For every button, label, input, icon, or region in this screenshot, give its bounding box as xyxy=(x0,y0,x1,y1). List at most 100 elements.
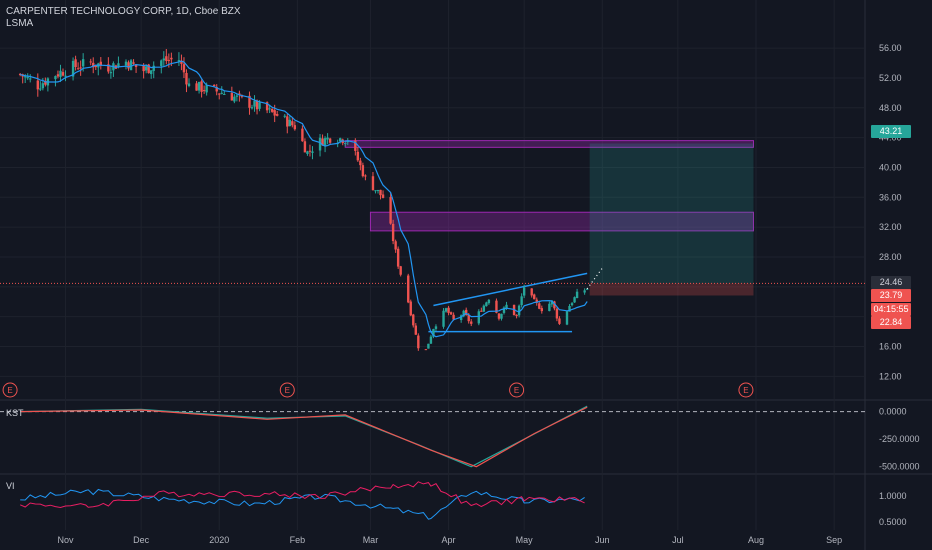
earnings-marker-1[interactable]: E xyxy=(279,382,295,398)
candle-18 xyxy=(79,60,82,76)
entry-price-label: 24.46 xyxy=(871,276,911,289)
candle-66 xyxy=(250,104,254,110)
long-position-stop-zone[interactable] xyxy=(589,283,754,296)
candle-20 xyxy=(89,58,92,66)
kst-pane: 0.0000 -250.0000 -500.0000 xyxy=(0,405,920,472)
time-tick-1: Dec xyxy=(133,535,150,545)
trendline-upper[interactable] xyxy=(433,272,588,307)
kst-tick-0: 0.0000 xyxy=(879,407,907,417)
candle-121 xyxy=(444,307,448,313)
price-tick-1: 52.00 xyxy=(879,73,902,83)
vi-tick-1: 0.5000 xyxy=(879,517,907,527)
candle-99 xyxy=(364,174,367,181)
candle-98 xyxy=(361,162,365,178)
chart-title: CARPENTER TECHNOLOGY CORP, 1D, Cboe BZX xyxy=(6,6,241,17)
candle-41 xyxy=(162,51,165,66)
resistance-zone-1[interactable] xyxy=(369,211,754,232)
candle-43 xyxy=(167,53,171,68)
price-tick-5: 36.00 xyxy=(879,192,902,202)
candle-92 xyxy=(341,138,344,146)
candle-136 xyxy=(497,313,501,321)
candle-47 xyxy=(182,57,186,79)
candle-127 xyxy=(465,307,468,316)
earnings-marker-0[interactable]: E xyxy=(2,382,18,398)
candle-106 xyxy=(391,219,395,245)
candle-58 xyxy=(220,86,223,95)
price-tick-11: 12.00 xyxy=(879,371,902,381)
vi-tick-0: 1.0000 xyxy=(879,491,907,501)
candle-134 xyxy=(487,298,491,305)
candle-126 xyxy=(462,309,465,318)
vi-pane: 1.0000 0.5000 xyxy=(19,481,907,527)
candle-113 xyxy=(414,323,417,335)
time-tick-3: Feb xyxy=(290,535,306,545)
candle-63 xyxy=(238,90,241,102)
candle-11 xyxy=(56,70,60,79)
candle-65 xyxy=(248,91,251,115)
time-tick-10: Sep xyxy=(826,535,842,545)
candle-40 xyxy=(160,59,163,74)
candle-88 xyxy=(326,133,329,145)
candle-17 xyxy=(76,62,80,70)
candle-146 xyxy=(533,293,536,300)
candle-94 xyxy=(346,138,349,146)
long-position-profit-zone[interactable] xyxy=(589,143,754,284)
chart-header: CARPENTER TECHNOLOGY CORP, 1D, Cboe BZX … xyxy=(6,6,241,30)
candle-132 xyxy=(482,304,486,313)
time-tick-7: Jun xyxy=(595,535,610,545)
svg-text:E: E xyxy=(7,386,12,395)
candle-108 xyxy=(396,246,400,269)
candle-137 xyxy=(500,313,503,321)
time-tick-4: Mar xyxy=(363,535,379,545)
candle-112 xyxy=(412,313,415,328)
earnings-marker-2[interactable]: E xyxy=(509,382,525,398)
candle-31 xyxy=(127,60,130,71)
candle-15 xyxy=(71,57,75,81)
price-tick-7: 28.00 xyxy=(879,252,902,262)
candle-39 xyxy=(152,61,155,79)
candle-110 xyxy=(407,273,410,304)
candle-84 xyxy=(311,146,314,160)
candle-103 xyxy=(379,189,382,200)
candle-77 xyxy=(288,116,291,127)
svg-text:E: E xyxy=(514,386,519,395)
candle-56 xyxy=(215,84,218,96)
kst-pane-label: KST xyxy=(6,408,24,418)
candle-49 xyxy=(187,78,191,88)
candle-89 xyxy=(328,137,332,145)
time-tick-8: Jul xyxy=(672,535,684,545)
candle-24 xyxy=(99,57,102,70)
kst-series-signal xyxy=(20,406,588,468)
candle-138 xyxy=(502,306,506,315)
candle-130 xyxy=(477,309,480,326)
candle-57 xyxy=(218,93,221,100)
lsma-line xyxy=(19,60,603,338)
candle-9 xyxy=(46,77,50,92)
candle-61 xyxy=(233,94,236,104)
lsma-path xyxy=(19,60,588,338)
candle-74 xyxy=(276,110,279,117)
candle-26 xyxy=(109,66,113,79)
candle-107 xyxy=(394,239,397,253)
candle-5 xyxy=(36,73,39,97)
candle-114 xyxy=(417,333,420,351)
candle-129 xyxy=(470,319,473,327)
indicator-label: LSMA xyxy=(6,18,34,29)
last-price-label: 23.79 xyxy=(871,289,911,302)
candle-116 xyxy=(427,343,430,349)
svg-text:E: E xyxy=(743,386,748,395)
candle-131 xyxy=(480,307,483,312)
candle-12 xyxy=(59,64,62,83)
candle-51 xyxy=(197,81,201,94)
candle-85 xyxy=(318,134,322,157)
candle-80 xyxy=(301,125,304,142)
earnings-marker-3[interactable]: E xyxy=(738,382,754,398)
candle-123 xyxy=(449,311,453,315)
candle-104 xyxy=(381,190,385,199)
candle-144 xyxy=(522,284,526,299)
candle-150 xyxy=(548,301,551,312)
candle-59 xyxy=(223,91,226,96)
